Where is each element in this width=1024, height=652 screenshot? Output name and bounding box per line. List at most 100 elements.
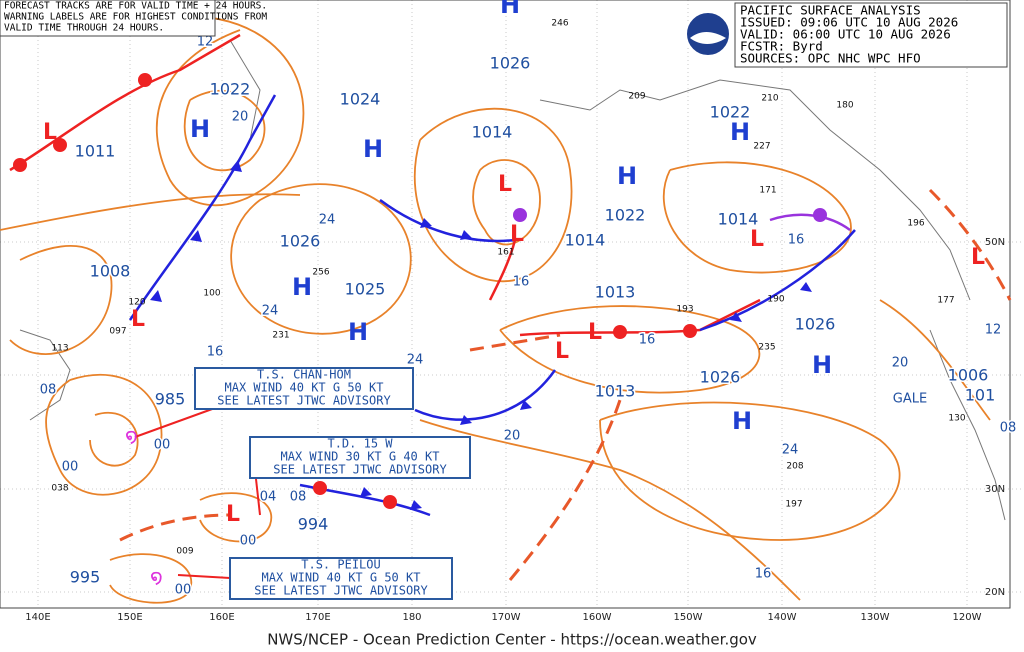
note-line: FORECAST TRACKS ARE FOR VALID TIME + 24 … — [4, 1, 267, 12]
info-line: SOURCES: OPC NHC WPC HFO — [740, 51, 921, 66]
isobar-label: 08 — [1000, 421, 1017, 436]
isobar-label: 24 — [782, 443, 799, 458]
storm-symbol: ໑ — [150, 565, 163, 589]
isobar-label: 00 — [62, 460, 79, 475]
isobar-label: 16 — [788, 233, 805, 248]
high-center: H — [190, 115, 210, 143]
latitude-label: 50N — [985, 237, 1005, 248]
low-center: L — [750, 227, 764, 252]
station-pressure: 235 — [758, 343, 775, 353]
low-center: L — [510, 222, 524, 247]
info-line: VALID: 06:00 UTC 10 AUG 2026 — [740, 27, 951, 42]
isobar-label: 24 — [319, 213, 336, 228]
high-center: H — [500, 0, 520, 19]
station-pressure: 246 — [551, 19, 568, 29]
gale-warning: GALE — [893, 392, 927, 407]
storm-symbol: ໑ — [125, 424, 138, 448]
pressure-label: 985 — [155, 390, 186, 409]
longitude-label: 170E — [305, 612, 330, 623]
pressure-label: 1013 — [595, 382, 636, 401]
high-center: H — [732, 407, 752, 435]
note-box — [0, 0, 216, 37]
info-box — [734, 2, 1008, 68]
pressure-label: 995 — [70, 568, 101, 587]
low-center: L — [43, 120, 57, 145]
high-center: H — [348, 318, 368, 346]
isobar-label: 16 — [639, 333, 656, 348]
isobar-label: 12 — [985, 323, 1002, 338]
pressure-label: 1022 — [210, 80, 251, 99]
station-pressure: 161 — [497, 248, 514, 258]
footer: NWS/NCEP - Ocean Prediction Center - htt… — [267, 631, 757, 649]
station-pressure: 256 — [312, 268, 329, 278]
longitude-label: 150W — [674, 612, 703, 623]
longitude-label: 170W — [492, 612, 521, 623]
station-pressure: 171 — [759, 186, 776, 196]
station-pressure: 120 — [128, 298, 145, 308]
info-line: ISSUED: 09:06 UTC 10 AUG 2026 — [740, 15, 958, 30]
advisory-line: SEE LATEST JTWC ADVISORY — [254, 584, 428, 598]
longitude-label: 140W — [768, 612, 797, 623]
advisory-box — [249, 436, 471, 479]
station-pressure: 227 — [753, 142, 770, 152]
low-center: L — [498, 172, 512, 197]
isobar-label: 16 — [755, 567, 772, 582]
isobar-label: 00 — [175, 583, 192, 598]
latitude-label: 30N — [985, 484, 1005, 495]
fronts — [9, 33, 856, 517]
storm-tracks: ໑ ໑ — [125, 407, 261, 589]
isobar-label: 04 — [260, 490, 277, 505]
advisory-line: SEE LATEST JTWC ADVISORY — [273, 463, 447, 477]
pressure-label: 1014 — [565, 231, 606, 250]
pressure-label: 1025 — [345, 280, 386, 299]
station-pressure: 038 — [51, 484, 68, 494]
station-pressure: 231 — [272, 331, 289, 341]
isobar-label: 08 — [40, 383, 57, 398]
isobar-label: 20 — [232, 110, 249, 125]
longitude-label: 160W — [583, 612, 612, 623]
pressure-label: 101 — [965, 386, 996, 405]
station-pressure: 209 — [628, 92, 645, 102]
note-line: VALID TIME THROUGH 24 HOURS. — [4, 23, 164, 34]
isobar-label: 00 — [154, 438, 171, 453]
isobars — [0, 15, 1012, 604]
low-center: L — [131, 307, 145, 332]
pressure-label: 1014 — [472, 123, 513, 142]
station-pressure: 197 — [785, 500, 802, 510]
station-pressure: 177 — [937, 296, 954, 306]
station-pressure: 180 — [836, 101, 853, 111]
pressure-label: 1022 — [605, 206, 646, 225]
isobar-label: 16 — [207, 345, 224, 360]
station-pressure: 113 — [51, 344, 68, 354]
advisory-line: SEE LATEST JTWC ADVISORY — [217, 394, 391, 408]
station-pressure: 130 — [948, 414, 965, 424]
low-center: L — [588, 320, 602, 345]
advisory-box — [194, 367, 414, 410]
advisory-line: T.S. CHAN-HOM — [257, 368, 351, 382]
isobar-label: 08 — [290, 490, 307, 505]
high-center: H — [292, 273, 312, 301]
latitude-label: 20N — [985, 587, 1005, 598]
advisory-line: MAX WIND 40 KT G 50 KT — [262, 571, 421, 585]
pressure-label: 1013 — [595, 283, 636, 302]
station-pressure: 208 — [786, 462, 803, 472]
high-center: H — [812, 351, 832, 379]
low-center: L — [971, 245, 985, 270]
isobar-label: 12 — [197, 35, 214, 50]
note-line: WARNING LABELS ARE FOR HIGHEST CONDITION… — [4, 12, 267, 23]
station-pressure: 100 — [203, 289, 220, 299]
pressure-label: 1014 — [718, 210, 759, 229]
longitude-label: 120W — [953, 612, 982, 623]
low-center: L — [555, 339, 569, 364]
advisory-line: T.S. PEILOU — [301, 558, 380, 572]
pressure-label: 1011 — [75, 142, 116, 161]
high-center: H — [363, 135, 383, 163]
isobar-label: 24 — [262, 304, 279, 319]
low-center: L — [226, 502, 240, 527]
advisory-line: MAX WIND 40 KT G 50 KT — [225, 381, 384, 395]
high-center: H — [617, 162, 637, 190]
advisory-line: MAX WIND 30 KT G 40 KT — [281, 450, 440, 464]
pressure-label: 1022 — [710, 103, 751, 122]
pressure-label: 1026 — [490, 54, 531, 73]
